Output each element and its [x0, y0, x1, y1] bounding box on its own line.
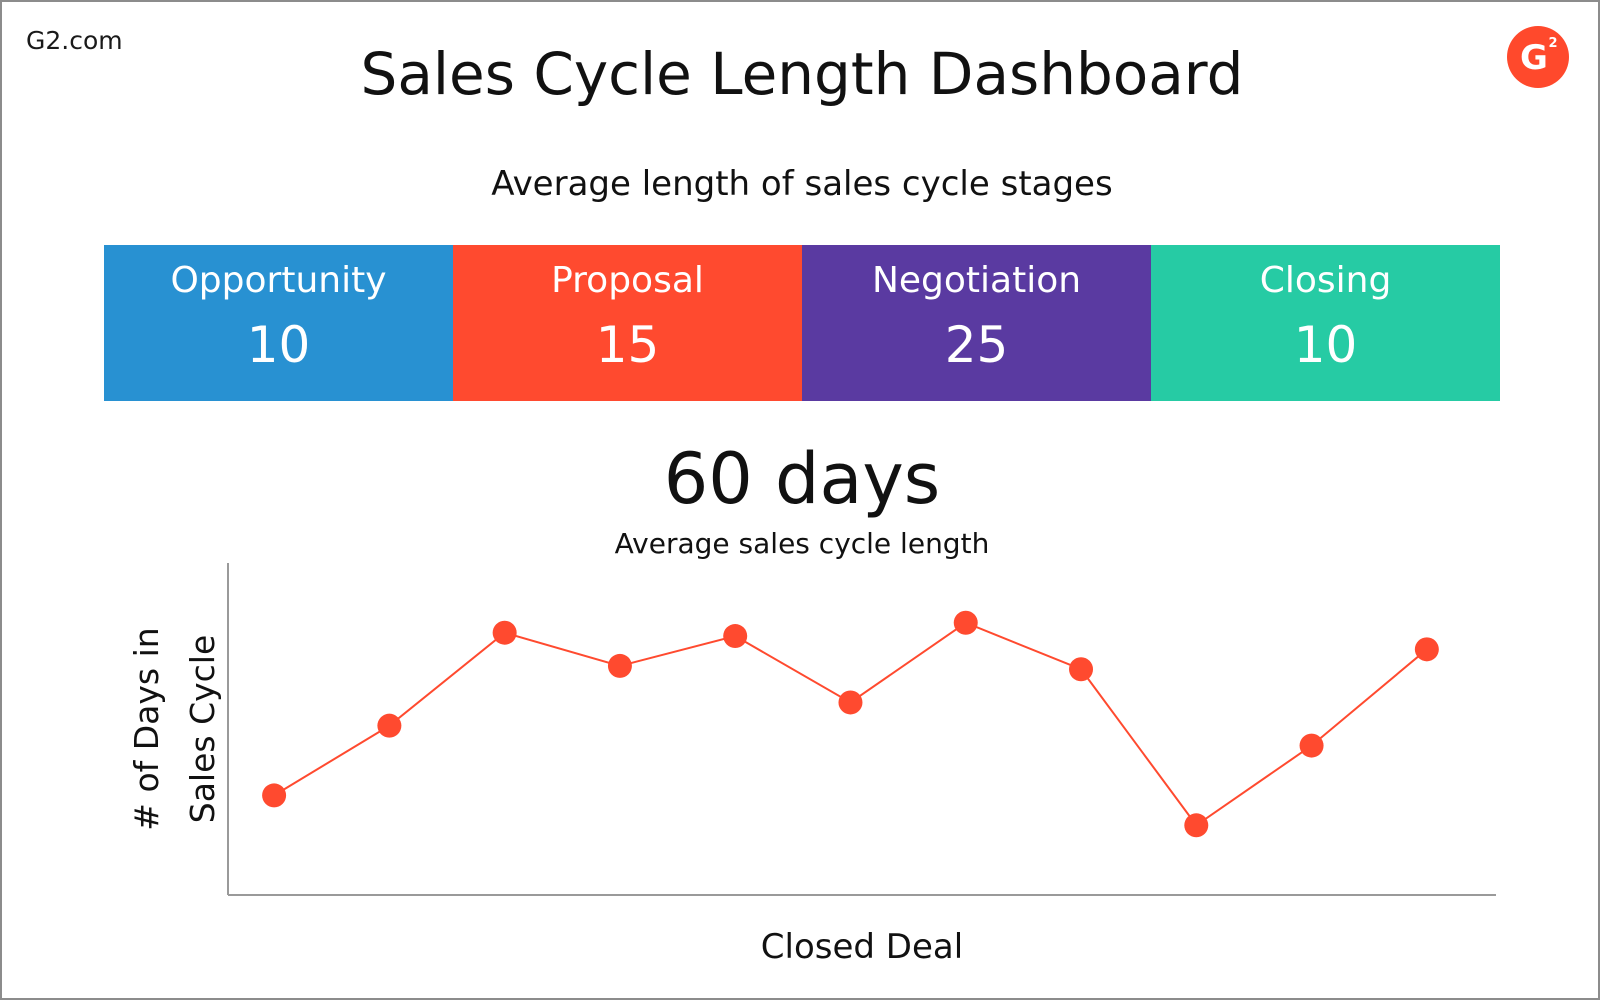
g2-logo-icon[interactable]: G 2 — [1506, 25, 1570, 89]
average-cycle-caption: Average sales cycle length — [614, 527, 990, 560]
data-point-1[interactable] — [262, 783, 287, 808]
logo-mark: G — [1520, 38, 1548, 78]
data-point-10[interactable] — [1299, 733, 1324, 758]
stage-label: Closing — [1259, 260, 1392, 301]
stage-value: 15 — [595, 316, 660, 374]
stage-value: 10 — [246, 316, 311, 374]
stage-value: 25 — [944, 316, 1009, 374]
data-point-3[interactable] — [492, 620, 517, 645]
data-point-5[interactable] — [723, 624, 748, 649]
stage-label: Proposal — [551, 260, 704, 301]
stages-bar: Opportunity 10 Proposal 15 Negotiation 2… — [104, 245, 1500, 401]
stage-opportunity: Opportunity 10 — [104, 245, 453, 401]
y-axis-label-line-1: # of Days in — [127, 627, 166, 830]
stage-closing: Closing 10 — [1151, 245, 1500, 401]
series-layer — [262, 610, 1439, 838]
stage-proposal: Proposal 15 — [453, 245, 802, 401]
x-axis-label: Closed Deal — [761, 927, 963, 967]
y-axis-label-line-2: Sales Cycle — [183, 635, 222, 824]
data-point-6[interactable] — [838, 690, 863, 715]
stages-section-title: Average length of sales cycle stages — [491, 164, 1113, 204]
stage-negotiation: Negotiation 25 — [802, 245, 1151, 401]
stage-label: Opportunity — [170, 260, 387, 301]
data-point-8[interactable] — [1069, 657, 1094, 682]
data-point-2[interactable] — [377, 713, 402, 738]
series-line — [273, 621, 1428, 827]
brand-name: G2.com — [26, 26, 123, 55]
y-axis-label: # of Days in Sales Cycle — [127, 627, 222, 830]
data-point-7[interactable] — [953, 610, 978, 635]
data-point-4[interactable] — [607, 653, 632, 678]
data-point-11[interactable] — [1414, 637, 1439, 662]
average-cycle-value: 60 days — [663, 438, 941, 520]
data-point-9[interactable] — [1184, 813, 1209, 838]
stage-value: 10 — [1293, 316, 1358, 374]
stage-label: Negotiation — [871, 260, 1082, 301]
logo-superscript: 2 — [1548, 36, 1557, 51]
logo-circle — [1507, 26, 1569, 88]
page-title: Sales Cycle Length Dashboard — [360, 40, 1244, 108]
